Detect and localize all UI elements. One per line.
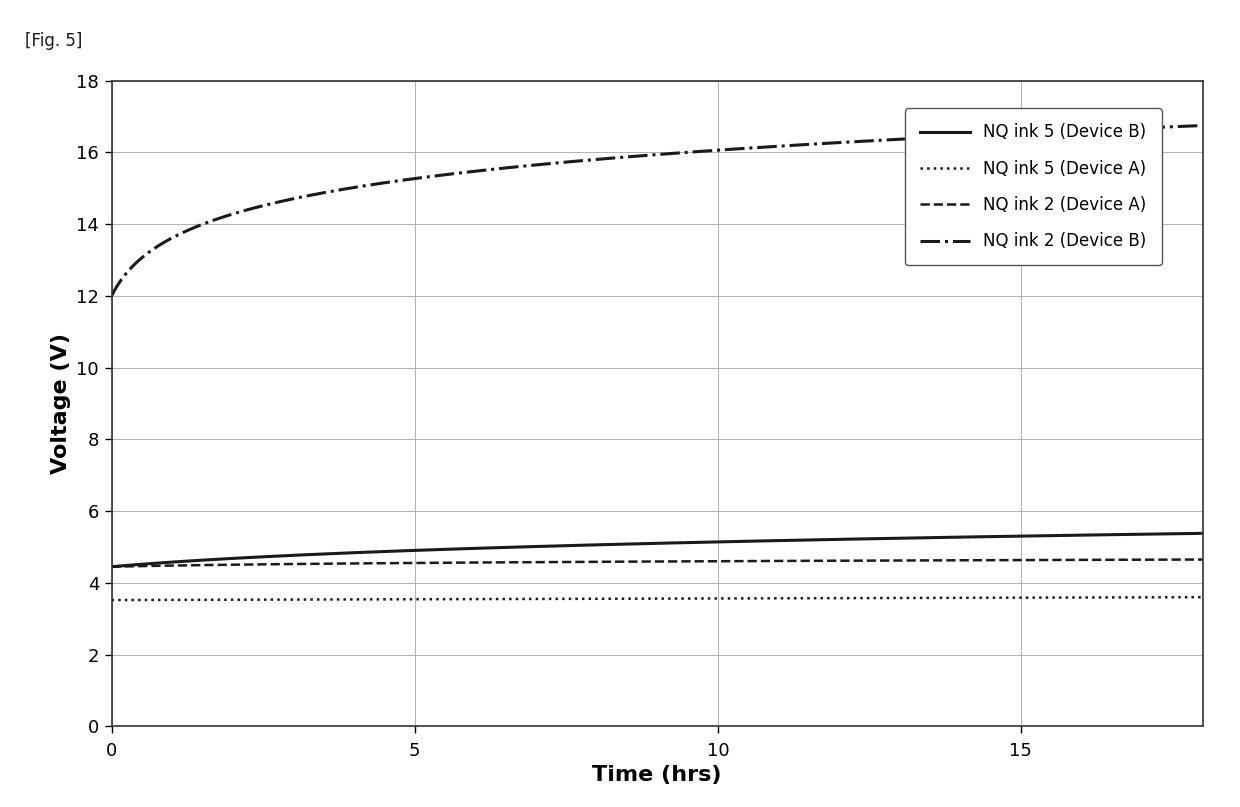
NQ ink 2 (Device B) <box>1163 122 1178 132</box>
NQ ink 5 (Device A) <box>963 593 978 603</box>
NQ ink 5 (Device B) <box>1163 529 1178 538</box>
NQ ink 5 (Device A) <box>606 594 621 604</box>
Line: NQ ink 5 (Device B): NQ ink 5 (Device B) <box>112 533 1203 567</box>
NQ ink 2 (Device B) <box>104 291 119 301</box>
NQ ink 5 (Device A) <box>1163 592 1178 602</box>
Y-axis label: Voltage (V): Voltage (V) <box>51 333 71 474</box>
NQ ink 2 (Device A) <box>1195 554 1210 564</box>
NQ ink 5 (Device B) <box>963 532 978 541</box>
NQ ink 5 (Device B) <box>160 558 175 567</box>
NQ ink 5 (Device B) <box>104 562 119 571</box>
NQ ink 2 (Device B) <box>160 236 175 245</box>
NQ ink 2 (Device A) <box>606 557 621 567</box>
Line: NQ ink 2 (Device B): NQ ink 2 (Device B) <box>112 126 1203 296</box>
NQ ink 5 (Device A) <box>1195 592 1210 602</box>
Text: [Fig. 5]: [Fig. 5] <box>25 32 82 50</box>
NQ ink 5 (Device A) <box>635 594 650 604</box>
NQ ink 2 (Device B) <box>1195 121 1210 131</box>
NQ ink 5 (Device A) <box>160 595 175 604</box>
NQ ink 2 (Device B) <box>963 131 978 140</box>
NQ ink 2 (Device A) <box>1163 554 1178 564</box>
NQ ink 5 (Device B) <box>635 539 650 549</box>
Line: NQ ink 2 (Device A): NQ ink 2 (Device A) <box>112 559 1203 567</box>
Line: NQ ink 5 (Device A): NQ ink 5 (Device A) <box>112 597 1203 600</box>
NQ ink 5 (Device A) <box>1163 592 1178 602</box>
NQ ink 2 (Device A) <box>104 562 119 571</box>
NQ ink 5 (Device B) <box>1163 529 1178 538</box>
NQ ink 5 (Device B) <box>1195 529 1210 538</box>
NQ ink 2 (Device B) <box>1163 122 1178 132</box>
X-axis label: Time (hrs): Time (hrs) <box>593 765 722 785</box>
NQ ink 2 (Device A) <box>635 557 650 567</box>
NQ ink 2 (Device B) <box>635 151 650 161</box>
NQ ink 5 (Device A) <box>104 596 119 605</box>
NQ ink 2 (Device A) <box>160 561 175 571</box>
NQ ink 2 (Device A) <box>963 555 978 565</box>
Legend: NQ ink 5 (Device B), NQ ink 5 (Device A), NQ ink 2 (Device A), NQ ink 2 (Device : NQ ink 5 (Device B), NQ ink 5 (Device A)… <box>905 108 1162 266</box>
NQ ink 2 (Device A) <box>1163 554 1178 564</box>
NQ ink 5 (Device B) <box>606 540 621 550</box>
NQ ink 2 (Device B) <box>606 153 621 163</box>
